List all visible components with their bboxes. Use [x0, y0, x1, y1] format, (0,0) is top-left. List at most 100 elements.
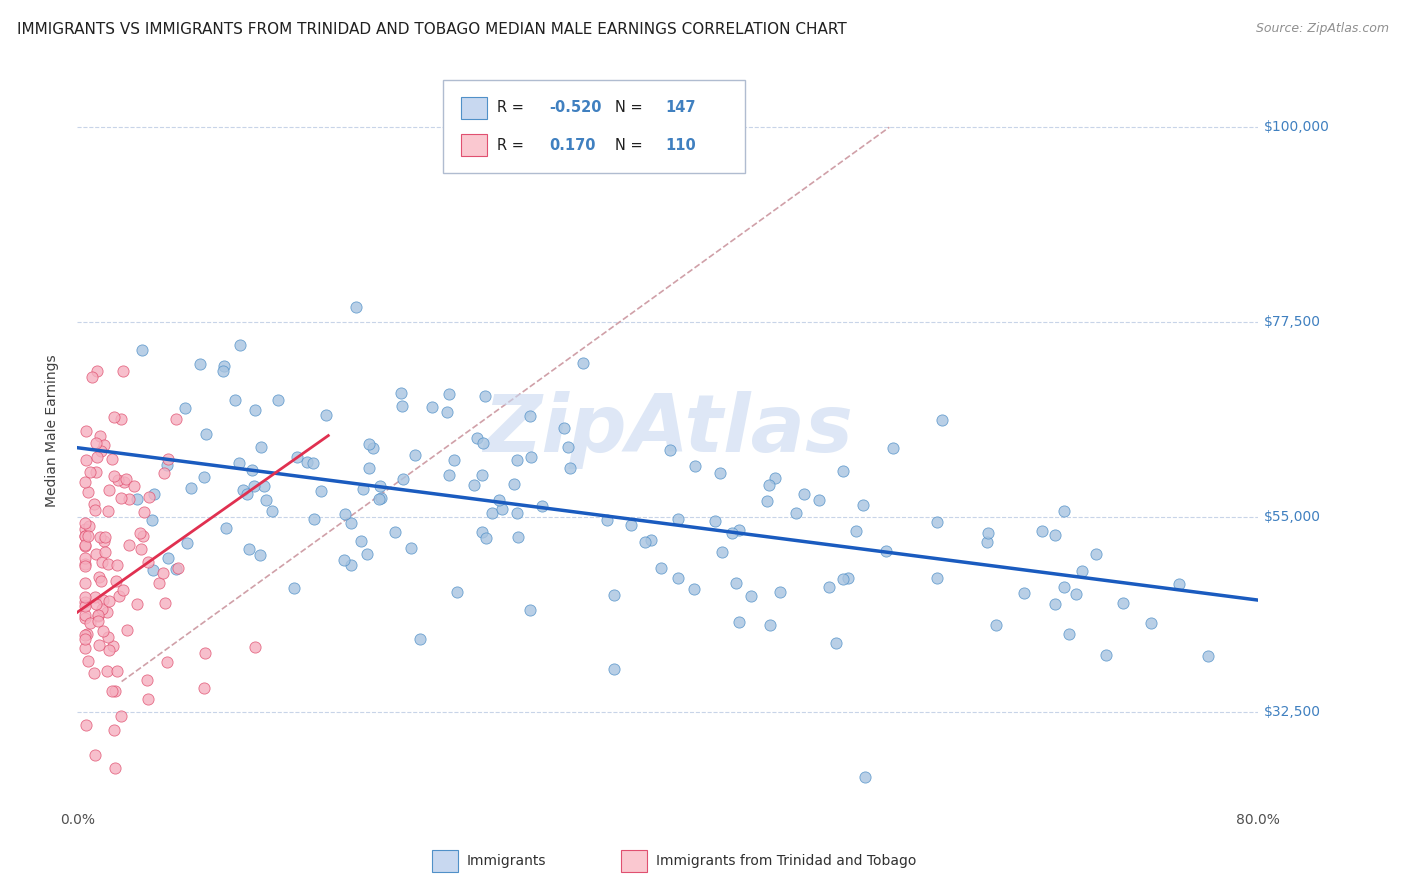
Text: 147: 147	[665, 101, 696, 115]
Point	[368, 479, 391, 493]
Bar	[461, 96, 486, 119]
Point	[250, 440, 273, 454]
Point	[143, 487, 166, 501]
Point	[166, 561, 188, 575]
Text: N =: N =	[614, 101, 647, 115]
Point	[188, 357, 211, 371]
Point	[728, 615, 751, 630]
Point	[73, 558, 96, 573]
Point	[103, 723, 125, 738]
Point	[229, 337, 252, 351]
Point	[83, 497, 105, 511]
Point	[96, 630, 118, 644]
Point	[97, 558, 120, 572]
Point	[785, 507, 807, 521]
Point	[384, 525, 406, 540]
Point	[882, 441, 904, 455]
Point	[90, 574, 112, 588]
Bar	[432, 850, 457, 872]
Point	[852, 499, 875, 513]
Point	[249, 549, 271, 563]
Text: $100,000: $100,000	[1264, 120, 1330, 135]
Point	[215, 521, 238, 535]
Point	[976, 535, 998, 549]
Point	[87, 607, 110, 622]
Point	[530, 499, 553, 513]
Point	[75, 718, 97, 732]
Point	[101, 639, 124, 653]
Point	[93, 533, 115, 548]
Point	[138, 692, 160, 706]
Point	[112, 475, 135, 490]
Point	[357, 437, 380, 451]
Point	[446, 584, 468, 599]
Point	[520, 450, 543, 464]
Text: 110: 110	[665, 137, 696, 153]
Point	[1053, 504, 1076, 518]
Point	[1057, 627, 1080, 641]
Point	[758, 478, 780, 492]
Point	[75, 424, 97, 438]
Point	[73, 529, 96, 543]
Point	[740, 589, 762, 603]
Point	[370, 491, 392, 506]
Point	[236, 487, 259, 501]
Point	[173, 401, 195, 416]
Point	[252, 478, 274, 492]
Point	[1043, 528, 1066, 542]
Point	[193, 470, 215, 484]
Point	[111, 583, 134, 598]
Point	[519, 603, 541, 617]
Point	[481, 506, 503, 520]
Point	[91, 601, 114, 615]
Point	[104, 683, 127, 698]
Point	[156, 451, 179, 466]
Point	[502, 476, 524, 491]
Text: Source: ZipAtlas.com: Source: ZipAtlas.com	[1256, 22, 1389, 36]
Point	[77, 654, 100, 668]
Point	[471, 524, 494, 539]
Point	[683, 458, 706, 473]
Point	[75, 475, 97, 489]
Point	[1095, 648, 1118, 662]
Point	[94, 545, 117, 559]
Point	[436, 405, 458, 419]
Point	[465, 431, 488, 445]
Point	[115, 473, 138, 487]
Point	[73, 632, 96, 646]
Point	[367, 492, 389, 507]
Point	[1197, 648, 1219, 663]
Text: Immigrants: Immigrants	[467, 854, 547, 868]
Point	[118, 492, 141, 507]
Point	[83, 666, 105, 681]
Point	[73, 516, 96, 530]
Point	[76, 627, 98, 641]
Point	[1112, 597, 1135, 611]
Point	[1064, 587, 1087, 601]
Point	[506, 530, 529, 544]
Bar	[461, 134, 486, 156]
Point	[352, 482, 374, 496]
Point	[156, 550, 179, 565]
Point	[254, 493, 277, 508]
Point	[1031, 524, 1053, 538]
Point	[315, 409, 337, 423]
Point	[89, 570, 111, 584]
Point	[420, 400, 443, 414]
Point	[243, 403, 266, 417]
Point	[759, 618, 782, 632]
Point	[357, 460, 380, 475]
Point	[97, 504, 120, 518]
Point	[1140, 615, 1163, 630]
Point	[86, 450, 108, 464]
Point	[136, 673, 159, 687]
Point	[104, 761, 127, 775]
Point	[156, 655, 179, 669]
Point	[96, 664, 118, 678]
Point	[391, 399, 413, 413]
Point	[84, 503, 107, 517]
Point	[571, 356, 593, 370]
Point	[620, 518, 643, 533]
Point	[238, 541, 260, 556]
Point	[1168, 577, 1191, 591]
